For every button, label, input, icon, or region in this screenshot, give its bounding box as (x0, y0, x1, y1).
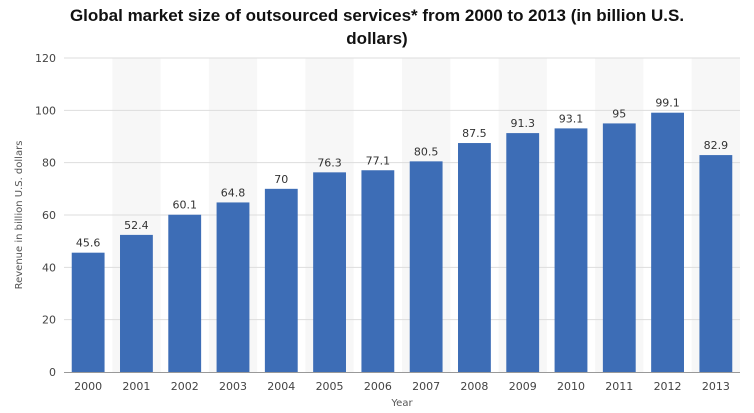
bar-2000 (71, 252, 105, 372)
bar-value-label: 45.6 (76, 237, 101, 250)
data-labels: 45.6 52.4 60.1 64.8 70 76.3 77.1 80.5 87.5 91.3 93… (76, 97, 728, 250)
chart-title: Global market size of outsourced service… (0, 4, 754, 50)
bar-value-label: 52.4 (124, 219, 149, 232)
y-axis-ticks: 0 20 40 60 80 100 120 (35, 52, 56, 379)
x-tick-label: 2011 (605, 380, 633, 393)
x-tick-label: 2000 (74, 380, 102, 393)
bar-2003 (216, 202, 250, 372)
bar-2002 (168, 214, 202, 372)
bars (71, 112, 733, 373)
bar-value-label: 76.3 (317, 156, 342, 169)
bar-2005 (313, 172, 346, 372)
bar-value-label: 77.1 (366, 154, 391, 167)
bar-value-label: 91.3 (510, 117, 535, 130)
y-tick-label: 40 (42, 261, 56, 274)
bar-value-label: 99.1 (655, 97, 680, 110)
bar-value-label: 80.5 (414, 145, 439, 158)
bar-2012 (651, 112, 684, 373)
x-tick-label: 2013 (702, 380, 730, 393)
x-tick-label: 2009 (509, 380, 537, 393)
y-tick-label: 60 (42, 209, 56, 222)
bar-2013 (699, 155, 733, 372)
bar-value-label: 64.8 (221, 186, 246, 199)
y-tick-label: 20 (42, 314, 56, 327)
x-tick-label: 2001 (122, 380, 150, 393)
x-tick-label: 2005 (316, 380, 344, 393)
x-tick-label: 2004 (267, 380, 295, 393)
x-axis-title: Year (390, 398, 413, 409)
x-tick-label: 2003 (219, 380, 247, 393)
bar-2010 (554, 128, 588, 372)
bar-value-label: 95 (612, 107, 626, 120)
bar-2009 (506, 133, 540, 372)
chart-title-line2: dollars) (346, 29, 408, 48)
bar-value-label: 87.5 (462, 127, 487, 140)
x-axis-ticks: 2000 2001 2002 2003 2004 2005 2006 2007 2008 2009… (74, 380, 730, 393)
y-tick-label: 80 (42, 157, 56, 170)
bar-2008 (458, 143, 491, 372)
bar-2001 (120, 234, 153, 372)
bar-value-label: 82.9 (704, 139, 729, 152)
bar-value-label: 70 (274, 173, 288, 186)
bar-2006 (361, 170, 395, 372)
x-tick-label: 2007 (412, 380, 440, 393)
x-tick-label: 2008 (460, 380, 488, 393)
chart-title-line1: Global market size of outsourced service… (69, 6, 685, 25)
bar-2004 (264, 188, 298, 372)
bar-2007 (409, 161, 443, 372)
x-tick-label: 2012 (654, 380, 682, 393)
y-tick-label: 100 (35, 104, 56, 117)
bar-value-label: 93.1 (559, 112, 584, 125)
y-tick-label: 0 (49, 366, 56, 379)
x-tick-label: 2010 (557, 380, 585, 393)
x-tick-label: 2006 (364, 380, 392, 393)
y-axis-title: Revenue in billion U.S. dollars (14, 141, 25, 290)
y-tick-label: 120 (35, 52, 56, 65)
bar-2011 (602, 123, 636, 373)
bar-value-label: 60.1 (172, 199, 197, 212)
x-tick-label: 2002 (171, 380, 199, 393)
